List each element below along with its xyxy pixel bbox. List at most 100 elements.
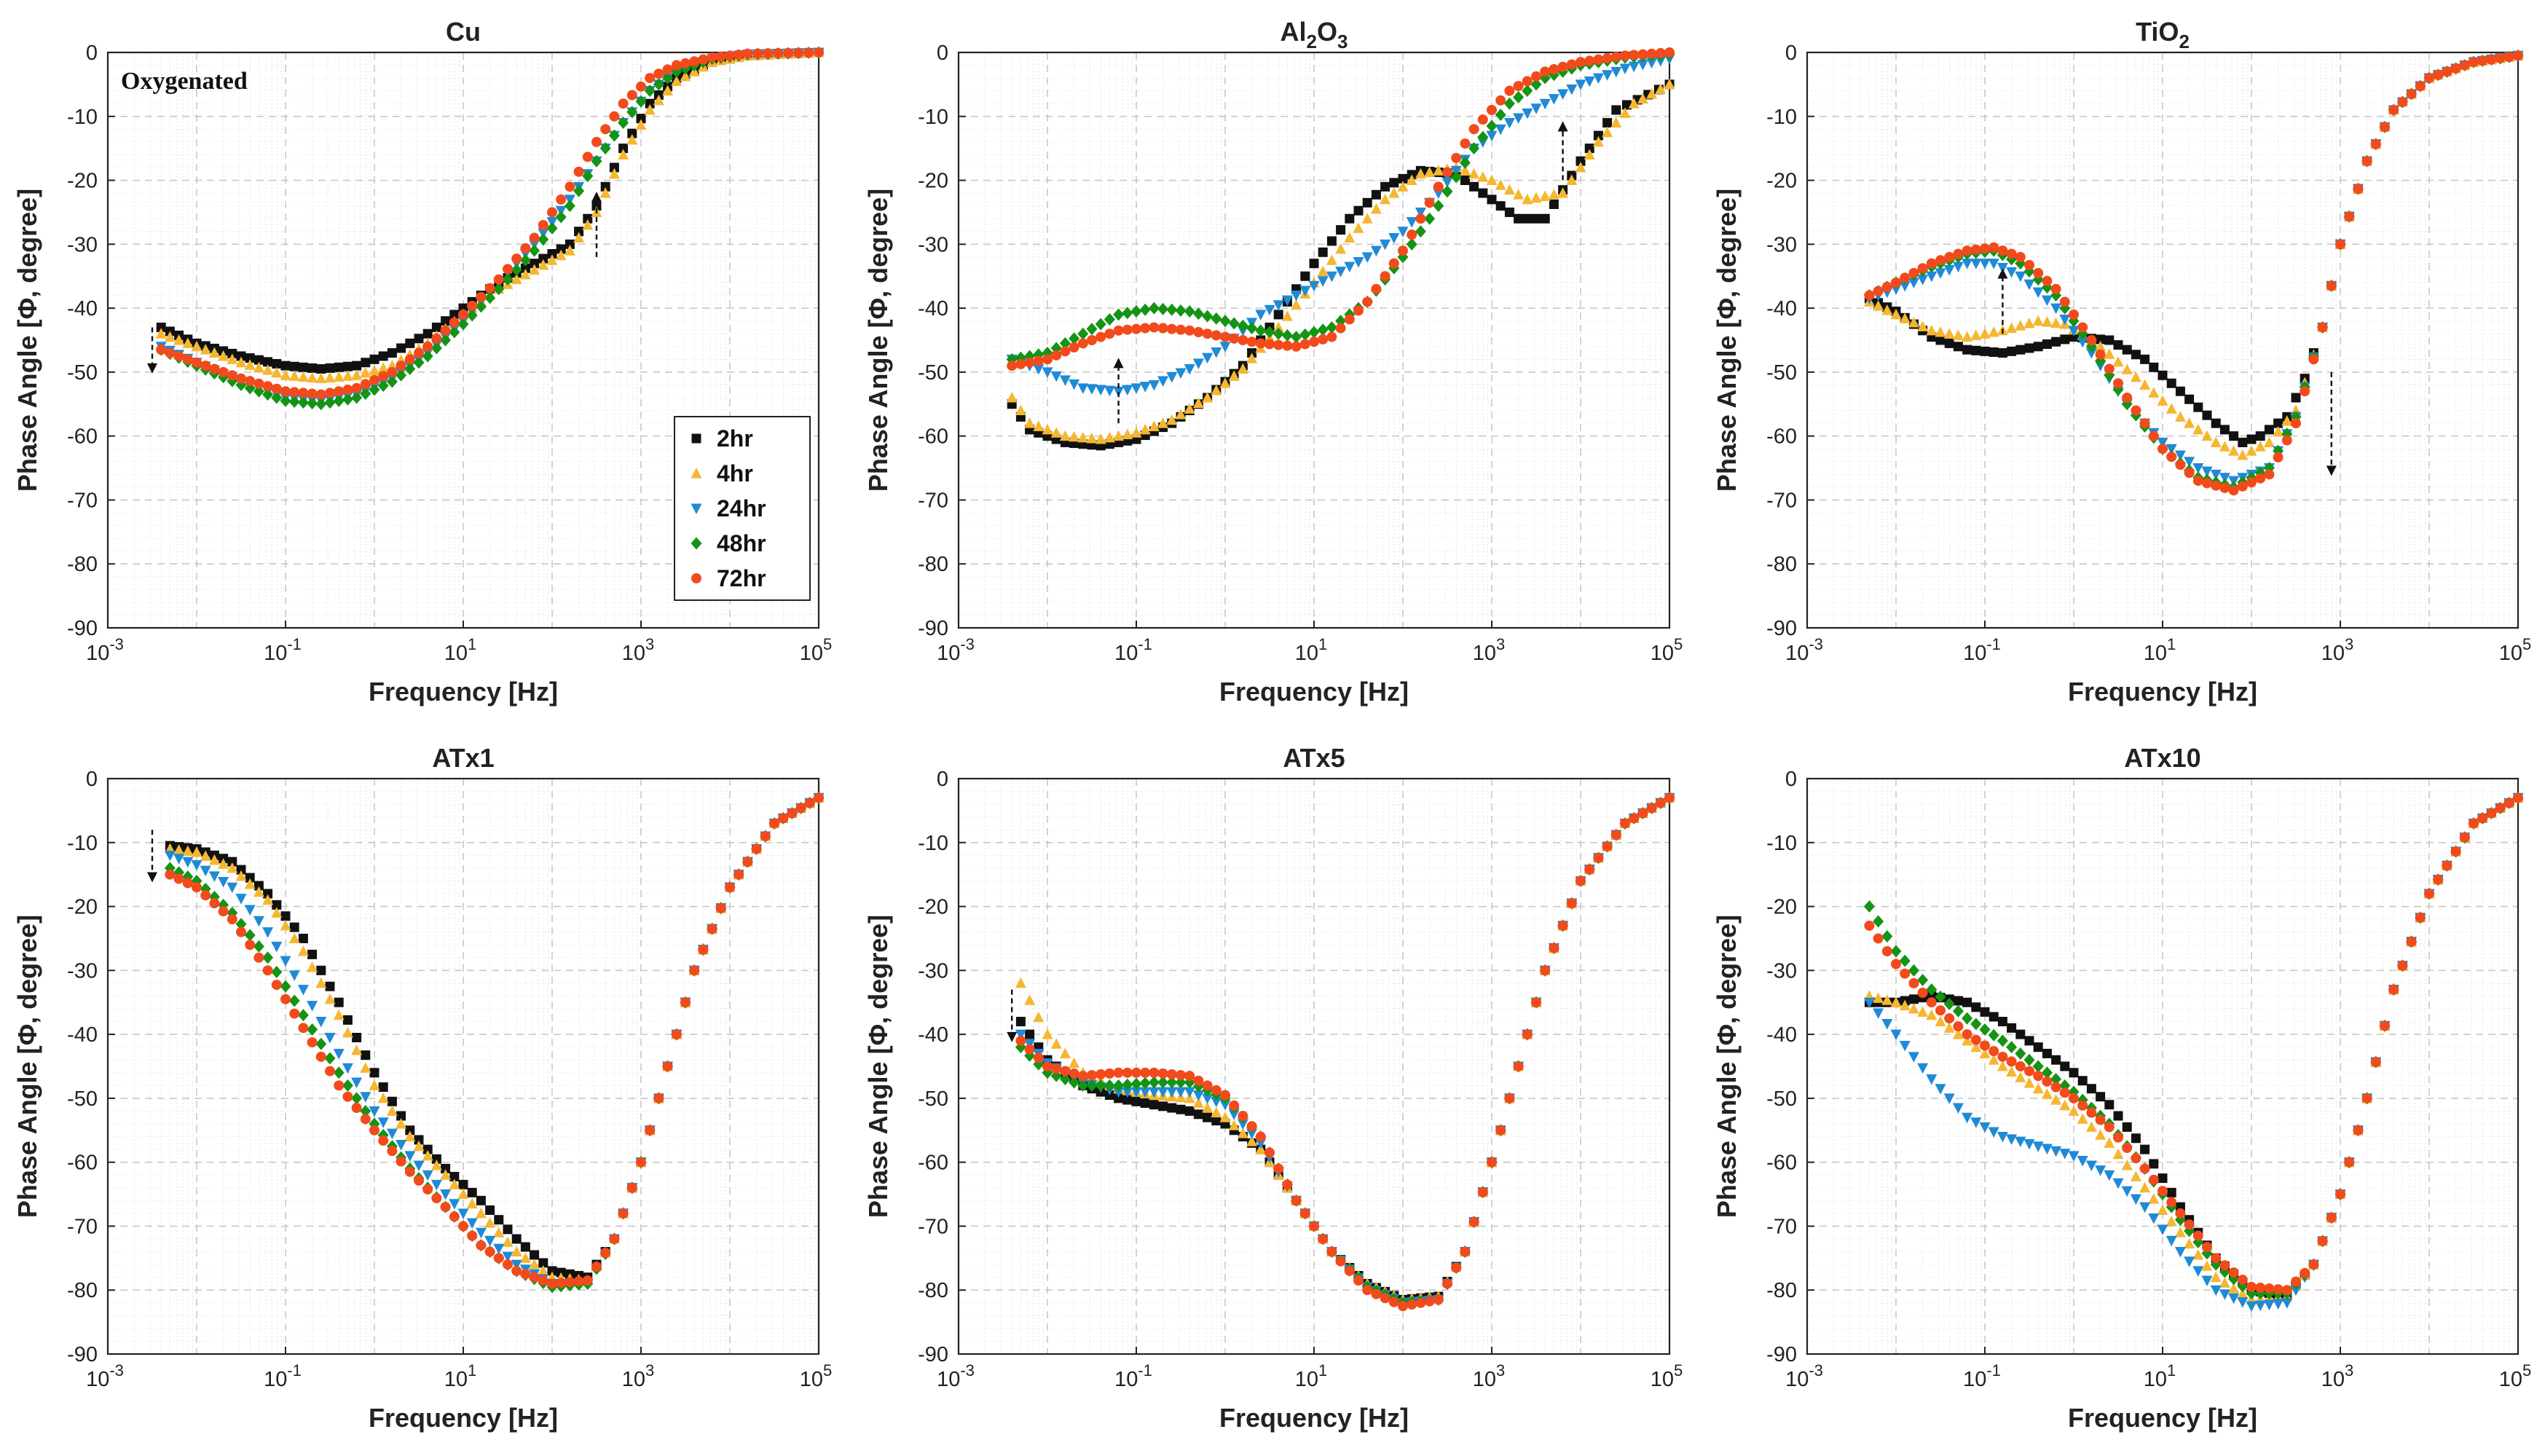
data-point: [538, 259, 549, 270]
data-point: [387, 366, 398, 377]
data-point: [1486, 174, 1498, 186]
data-point: [457, 1188, 469, 1200]
data-point: [1646, 803, 1657, 814]
data-point: [1228, 1109, 1240, 1120]
data-point: [1926, 271, 1938, 283]
data-point: [289, 387, 300, 398]
y-tick-label: -90: [918, 617, 948, 640]
data-point: [440, 334, 452, 347]
data-point: [547, 1278, 557, 1289]
data-point: [751, 843, 762, 854]
data-point: [2326, 280, 2337, 291]
data-point: [1335, 267, 1347, 278]
data-point: [565, 181, 575, 192]
data-point: [1380, 193, 1391, 205]
y-tick-label: -10: [918, 832, 948, 855]
data-point: [1077, 1071, 1088, 1082]
data-point: [2077, 1076, 2088, 1086]
data-point: [1281, 328, 1293, 342]
data-point: [2237, 481, 2248, 492]
data-point: [1989, 1046, 1999, 1057]
data-point: [1863, 900, 1875, 913]
y-tick-label: -50: [67, 1087, 98, 1111]
data-point: [2113, 1111, 2123, 1121]
data-point: [1202, 1102, 1214, 1113]
data-point: [1336, 225, 1346, 235]
data-point: [449, 1211, 460, 1222]
data-point: [334, 1080, 345, 1091]
data-point: [1281, 295, 1293, 307]
data-point: [2041, 316, 2053, 327]
y-tick-label: 0: [1785, 768, 1797, 791]
x-axis-label: Frequency [Hz]: [2068, 1403, 2257, 1433]
data-point: [173, 854, 185, 865]
x-tick-label: 103: [2321, 635, 2354, 665]
data-point: [511, 273, 522, 285]
data-point: [1184, 364, 1195, 375]
data-point: [671, 60, 682, 71]
data-point: [2442, 66, 2452, 77]
data-point: [1077, 1079, 1089, 1092]
data-point: [2007, 1023, 2017, 1033]
data-point: [2184, 1237, 2195, 1249]
data-point: [484, 1246, 495, 1257]
data-point: [1593, 54, 1604, 65]
data-point: [2131, 405, 2141, 416]
data-point: [1087, 1070, 1097, 1081]
data-point: [253, 361, 264, 373]
data-point: [1184, 403, 1195, 414]
data-point: [2469, 818, 2479, 829]
data-point: [795, 803, 806, 814]
data-point: [2069, 309, 2079, 320]
data-point: [689, 56, 700, 67]
data-point: [404, 363, 416, 375]
data-point: [245, 873, 255, 883]
data-point: [2130, 371, 2141, 382]
data-point: [173, 873, 184, 884]
data-point: [245, 940, 256, 951]
data-point: [253, 378, 264, 389]
data-point: [1664, 47, 1675, 58]
data-point: [422, 341, 433, 352]
data-point: [1193, 1075, 1204, 1086]
data-point: [1593, 130, 1603, 141]
data-point: [1629, 813, 1640, 824]
data-point: [1908, 1052, 1919, 1063]
data-point: [1460, 176, 1470, 186]
data-point: [1202, 328, 1213, 339]
arrow-head: [147, 363, 157, 374]
data-point: [297, 985, 309, 996]
data-point: [2112, 355, 2124, 367]
data-point: [2174, 450, 2186, 461]
data-point: [2077, 1100, 2088, 1111]
data-point: [1459, 156, 1471, 169]
data-point: [1637, 93, 1648, 104]
data-point: [1952, 261, 1964, 273]
data-point: [1166, 414, 1178, 425]
y-tick-label: -70: [1766, 1215, 1797, 1238]
data-point: [1166, 371, 1178, 383]
data-point: [2104, 1122, 2115, 1133]
y-tick-label: -30: [918, 233, 948, 256]
data-point: [1988, 1127, 1999, 1138]
y-axis-label: Phase Angle [Φ, degree]: [863, 915, 893, 1218]
data-point: [1864, 920, 1875, 931]
data-point: [520, 243, 531, 253]
data-point: [2096, 1092, 2106, 1102]
data-point: [360, 1114, 371, 1125]
data-point: [2148, 1193, 2160, 1204]
data-point: [1157, 1068, 1168, 1079]
data-point: [396, 1118, 407, 1129]
data-point: [431, 1154, 441, 1164]
data-point: [1192, 1097, 1204, 1108]
data-point: [1460, 1246, 1471, 1257]
data-point: [1033, 420, 1045, 431]
data-point: [1514, 213, 1524, 224]
data-point: [2006, 1066, 2018, 1077]
data-point: [1646, 58, 1658, 69]
y-tick-label: -70: [918, 489, 948, 512]
data-point: [2415, 912, 2426, 923]
data-point: [1487, 194, 1497, 205]
data-point: [334, 997, 344, 1007]
y-tick-label: -60: [67, 1152, 98, 1175]
